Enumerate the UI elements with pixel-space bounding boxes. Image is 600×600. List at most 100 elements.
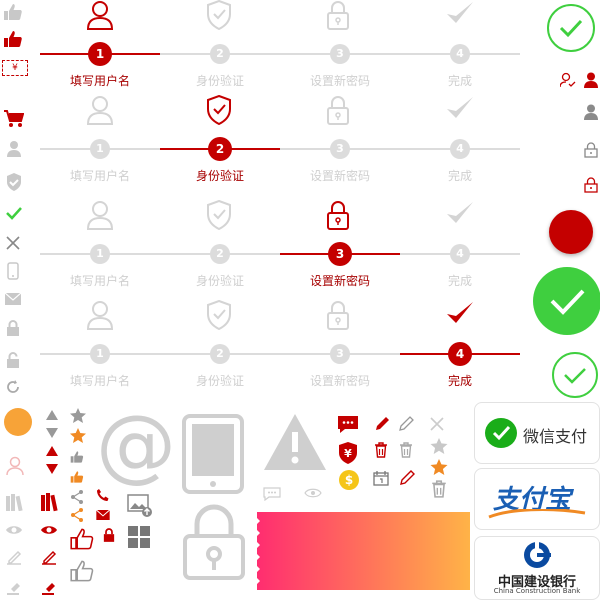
cart-icon	[4, 110, 24, 127]
star-orange-icon	[70, 428, 86, 443]
grid-apps-icon[interactable]	[128, 526, 150, 548]
calendar-icon[interactable]	[373, 470, 389, 486]
chat-bubble-red-icon	[338, 416, 358, 433]
trash-red-icon[interactable]	[374, 442, 388, 458]
step-item: 3 设置新密码	[280, 0, 400, 100]
mail-icon	[5, 293, 21, 305]
step-label: 设置新密码	[309, 169, 370, 183]
triangle-down-red-icon[interactable]	[46, 464, 58, 474]
close-icon[interactable]	[6, 236, 20, 250]
step-number: 1	[90, 244, 110, 264]
pencil-gray-icon[interactable]	[398, 416, 414, 432]
unlock-icon	[7, 352, 19, 368]
checkmark-icon	[446, 200, 474, 232]
success-check-outline-icon	[547, 4, 595, 52]
shield-check-icon	[206, 200, 234, 232]
at-symbol-icon: @	[96, 398, 176, 491]
lock-icon	[326, 0, 354, 32]
step-label: 填写用户名	[69, 374, 130, 388]
thumbs-up-outline-gray-icon	[70, 560, 94, 582]
step-label: 填写用户名	[69, 74, 130, 88]
user-icon	[86, 95, 114, 127]
check-icon	[6, 207, 22, 220]
checkmark-icon	[446, 300, 474, 332]
star-light-icon	[430, 438, 448, 454]
step-number: 2	[210, 244, 230, 264]
triangle-up-red-icon[interactable]	[46, 446, 58, 456]
share-icon[interactable]	[71, 490, 83, 504]
refresh-icon[interactable]	[6, 380, 20, 394]
step-item: 1 填写用户名	[40, 200, 160, 300]
step-label: 填写用户名	[69, 169, 130, 183]
user-switch-icon	[560, 72, 576, 88]
svg-text:¥: ¥	[344, 447, 352, 460]
lock-red-icon	[584, 177, 598, 193]
yen-ticket-icon: ¥	[2, 60, 28, 76]
step-number: 2	[208, 137, 232, 161]
step-item: 2 身份验证	[160, 0, 280, 100]
books-icon	[6, 494, 23, 511]
step-number: 4	[448, 342, 472, 366]
pencil-red-icon[interactable]	[374, 416, 390, 432]
books-red-icon	[41, 493, 58, 512]
step-label: 身份验证	[195, 169, 244, 183]
step-progress-row: 1 填写用户名 2 身份验证 3 设置新密码 4 完成	[40, 95, 520, 195]
thumbs-up-small-icon	[70, 451, 84, 463]
step-label: 完成	[447, 74, 472, 88]
shield-check-icon	[206, 95, 234, 127]
triangle-down-icon[interactable]	[46, 428, 58, 438]
step-number: 4	[450, 139, 470, 159]
warning-icon	[264, 414, 326, 470]
triangle-up-icon[interactable]	[46, 410, 58, 420]
step-item: 1 填写用户名	[40, 0, 160, 100]
step-item: 4 完成	[400, 200, 520, 300]
step-label: 身份验证	[195, 374, 244, 388]
step-number: 1	[90, 344, 110, 364]
user-icon	[86, 200, 114, 232]
step-progress-row: 1 填写用户名 2 身份验证 3 设置新密码 4 完成	[40, 200, 520, 300]
step-number: 3	[330, 139, 350, 159]
edit-icon	[7, 550, 22, 565]
trash-outline-icon[interactable]	[431, 480, 447, 498]
step-label: 完成	[447, 169, 472, 183]
user-icon	[86, 0, 114, 32]
lock-outline-icon	[584, 142, 598, 158]
user-icon	[7, 141, 21, 157]
progress-track	[40, 53, 520, 55]
ccb-bank-card[interactable]: 中国建设银行 China Construction Bank	[474, 536, 600, 600]
ccb-logo-icon	[524, 541, 551, 568]
step-label: 身份验证	[195, 74, 244, 88]
red-record-button[interactable]	[549, 210, 593, 254]
user-filled-icon	[584, 72, 598, 88]
pencil-line-red-icon[interactable]	[399, 470, 415, 486]
close-light-icon[interactable]	[430, 417, 444, 431]
wechat-pay-label: 微信支付	[523, 427, 588, 446]
step-label: 填写用户名	[69, 274, 130, 288]
checkmark-icon	[446, 95, 474, 127]
user-icon	[86, 300, 114, 332]
orange-dot	[4, 408, 32, 436]
step-item: 2 身份验证	[160, 300, 280, 400]
thumbs-up-outline-red-icon	[70, 528, 94, 550]
success-check-small-icon	[552, 352, 598, 398]
checkmark-icon	[446, 0, 474, 32]
step-number: 1	[88, 42, 112, 66]
step-number: 4	[450, 44, 470, 64]
yen-shield-icon: ¥	[339, 442, 357, 464]
ccb-name-en: China Construction Bank	[493, 587, 581, 595]
lock-icon	[326, 200, 354, 232]
step-number: 2	[210, 44, 230, 64]
success-check-filled-icon	[533, 267, 600, 335]
mail-red-icon	[96, 510, 110, 520]
eye-icon	[6, 526, 22, 534]
phone-handset-icon	[97, 489, 109, 501]
step-progress-row: 1 填写用户名 2 身份验证 3 设置新密码 4 完成	[40, 0, 520, 100]
wechat-pay-card[interactable]: 微信支付	[474, 402, 600, 464]
share-orange-icon[interactable]	[71, 508, 83, 522]
user-gray-icon	[584, 104, 598, 120]
step-label: 设置新密码	[309, 374, 370, 388]
alipay-card[interactable]: 支付宝	[474, 468, 600, 530]
eye-outline-icon	[304, 488, 322, 498]
step-item: 3 设置新密码	[280, 300, 400, 400]
trash-gray-icon[interactable]	[399, 442, 413, 458]
